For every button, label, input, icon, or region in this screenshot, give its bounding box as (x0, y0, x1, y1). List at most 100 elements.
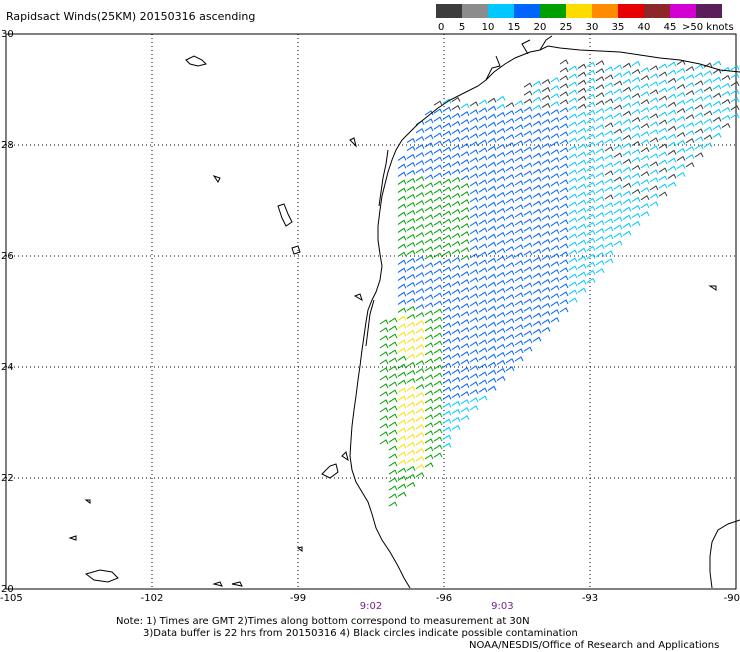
wind-barb (559, 59, 569, 65)
wind-barb (631, 204, 641, 211)
wind-barb (559, 115, 569, 121)
wind-barb (469, 261, 479, 267)
wind-barb (577, 247, 587, 253)
wind-barb (532, 176, 542, 182)
wind-barb (523, 162, 533, 168)
wind-barb (667, 85, 677, 91)
wind-barb (568, 145, 578, 151)
wind-barb (541, 174, 551, 181)
wind-barb (442, 418, 452, 424)
wind-barb (541, 238, 551, 245)
wind-barb (505, 214, 515, 220)
legend-label: 10 (482, 22, 495, 33)
wind-barb (658, 111, 668, 117)
note-line-1: Note: 1) Times are GMT 2)Times along bot… (116, 616, 530, 627)
wind-barb (676, 123, 686, 130)
wind-barb (523, 138, 533, 144)
wind-barb (577, 151, 587, 157)
wind-barb (613, 192, 623, 198)
wind-barb (631, 116, 641, 123)
wind-barb (388, 333, 398, 339)
wind-barb (433, 196, 443, 202)
wind-barb (388, 485, 398, 491)
wind-barb (577, 223, 587, 229)
wind-barb (568, 193, 578, 199)
wind-barb (478, 115, 488, 121)
wind-barb (532, 200, 542, 206)
wind-barb (613, 72, 623, 78)
wind-barb (622, 182, 632, 188)
wind-barb (685, 114, 695, 120)
wind-barb (604, 234, 614, 240)
wind-barb (469, 165, 479, 171)
wind-barb (622, 214, 632, 220)
wind-barb (703, 78, 713, 84)
wind-barb (523, 322, 533, 328)
wind-barb (424, 390, 434, 396)
wind-barb (658, 127, 668, 133)
yucatan-coast (709, 519, 740, 589)
wind-barb (451, 120, 461, 127)
wind-barb (586, 93, 596, 100)
wind-barb (424, 182, 434, 188)
wind-barb (406, 201, 416, 208)
wind-barb (460, 167, 470, 173)
wind-barb (469, 309, 479, 315)
wind-barb (595, 252, 605, 258)
wind-barb (721, 90, 731, 97)
lat-label: 26 (1, 251, 14, 262)
wind-barb (379, 319, 389, 325)
wind-barb (424, 126, 434, 132)
wind-barb (451, 328, 461, 335)
wind-barb (469, 253, 479, 259)
wind-barb (586, 133, 596, 140)
wind-barb (406, 329, 416, 336)
wind-barb (442, 402, 452, 408)
wind-barb (469, 125, 479, 131)
wind-barb (433, 228, 443, 234)
wind-barb (505, 342, 515, 348)
wind-barb (532, 280, 542, 286)
wind-barb (577, 135, 587, 141)
wind-barb (424, 462, 434, 468)
wind-barb (469, 381, 479, 387)
wind-barb (442, 338, 452, 344)
wind-barb (613, 232, 623, 238)
wind-barb (388, 461, 398, 467)
wind-barb (541, 206, 551, 213)
wind-barb (712, 84, 722, 90)
wind-barb (478, 211, 488, 217)
wind-barb (532, 128, 542, 134)
wind-barb (442, 242, 452, 248)
wind-barb (523, 106, 533, 112)
wind-barb (487, 201, 497, 207)
wind-barb (397, 347, 407, 353)
wind-barb (703, 110, 713, 116)
wind-barb (460, 271, 470, 277)
wind-barb (388, 453, 398, 459)
wind-barb (442, 226, 452, 232)
wind-barb (532, 120, 542, 126)
wind-barb (541, 214, 551, 221)
wind-barb (568, 65, 578, 71)
wind-barb (460, 407, 470, 413)
wind-barb (532, 296, 542, 302)
wind-barb (640, 179, 650, 185)
wind-barb (523, 306, 533, 312)
wind-barb (433, 236, 443, 242)
wind-barb (487, 225, 497, 231)
wind-barb (712, 132, 722, 138)
wind-barb (460, 199, 470, 205)
wind-barb (424, 414, 434, 420)
wind-barb (451, 216, 461, 223)
wind-barb (568, 297, 578, 303)
wind-barb (460, 119, 470, 125)
wind-barb (613, 136, 623, 142)
wind-barb (460, 295, 470, 301)
wind-barb (505, 294, 515, 300)
wind-barb (397, 363, 407, 369)
wind-barb (541, 126, 551, 133)
wind-barb (568, 153, 578, 159)
wind-barb (505, 190, 515, 196)
wind-barb (604, 162, 614, 168)
